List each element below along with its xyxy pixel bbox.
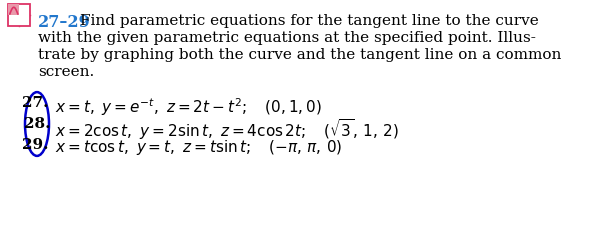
Text: $x = 2\cos t,\ y = 2\sin t,\ z = 4\cos 2t;\quad (\sqrt{3},\, 1,\, 2)$: $x = 2\cos t,\ y = 2\sin t,\ z = 4\cos 2…	[55, 116, 399, 141]
Text: screen.: screen.	[38, 65, 95, 79]
Text: 28.: 28.	[24, 116, 50, 131]
Text: with the given parametric equations at the specified point. Illus-: with the given parametric equations at t…	[38, 31, 536, 45]
Bar	[8, 5, 19, 16]
Text: $x = t,\ y = e^{-t},\ z = 2t - t^2;\quad (0, 1, 0)$: $x = t,\ y = e^{-t},\ z = 2t - t^2;\quad…	[55, 96, 322, 117]
Text: 27.: 27.	[22, 96, 48, 109]
Text: Find parametric equations for the tangent line to the curve: Find parametric equations for the tangen…	[80, 14, 539, 28]
Text: trate by graphing both the curve and the tangent line on a common: trate by graphing both the curve and the…	[38, 48, 561, 62]
Text: $x = t\cos t,\ y = t,\ z = t\sin t;\quad (-\pi,\, \pi,\, 0)$: $x = t\cos t,\ y = t,\ z = t\sin t;\quad…	[55, 137, 342, 156]
Text: 27–29: 27–29	[38, 14, 91, 31]
Bar	[8, 5, 30, 27]
Text: 29.: 29.	[22, 137, 48, 151]
